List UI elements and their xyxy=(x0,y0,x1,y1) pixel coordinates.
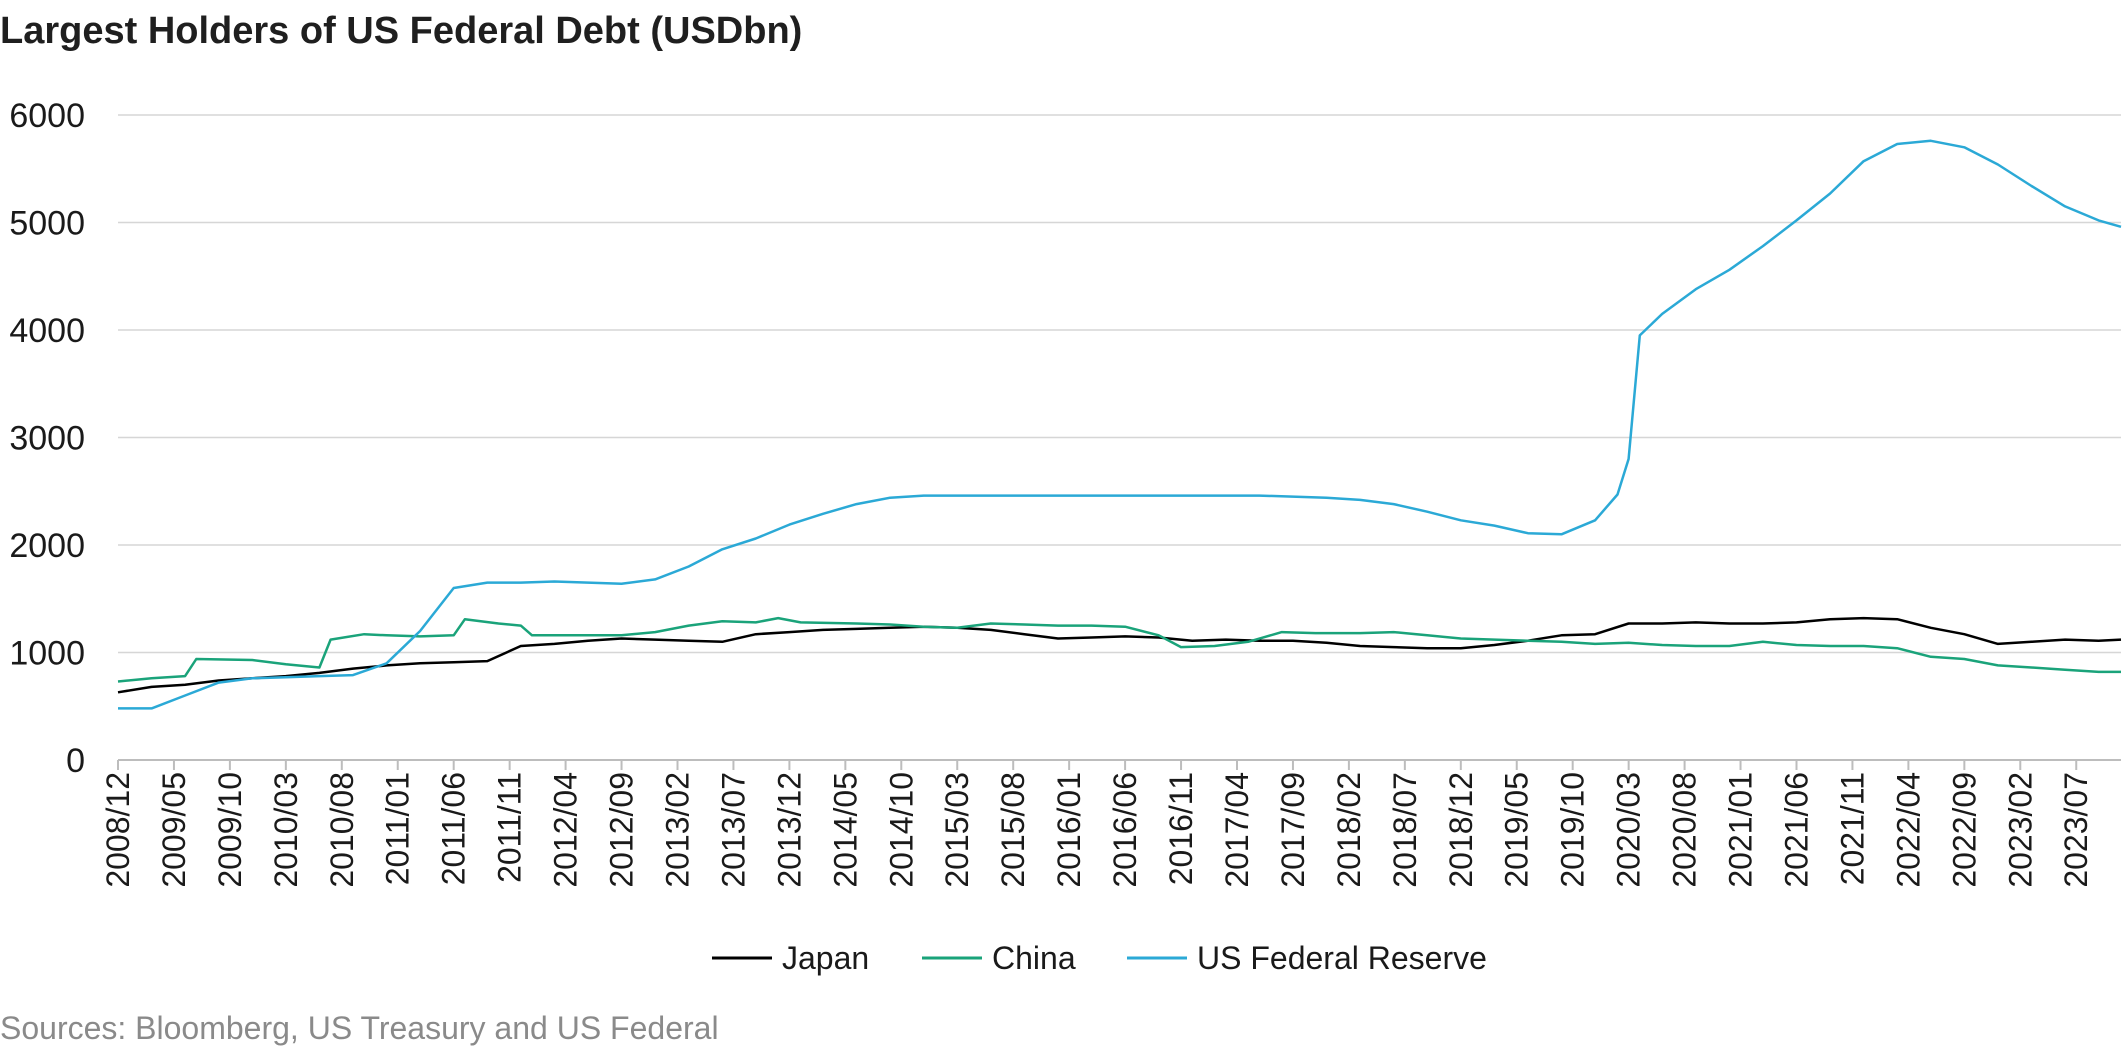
x-tick-label: 2016/06 xyxy=(1107,772,1143,888)
source-note: Sources: Bloomberg, US Treasury and US F… xyxy=(0,1010,719,1046)
x-tick-label: 2013/12 xyxy=(771,772,807,888)
x-tick-label: 2020/03 xyxy=(1611,772,1647,888)
y-tick-label: 6000 xyxy=(9,97,85,135)
x-tick-label: 2021/06 xyxy=(1778,772,1814,888)
series-lines xyxy=(117,139,2122,710)
x-tick-label: 2014/10 xyxy=(883,772,919,888)
x-tick-label: 2014/05 xyxy=(827,772,863,888)
x-tick-label: 2017/09 xyxy=(1275,772,1311,888)
x-tick-label: 2011/01 xyxy=(380,772,416,885)
y-tick-label: 3000 xyxy=(9,420,85,458)
gridlines xyxy=(118,114,2121,654)
x-tick-label: 2015/03 xyxy=(939,772,975,888)
x-tick-label: 2018/12 xyxy=(1443,772,1479,888)
x-tick-label: 2019/05 xyxy=(1499,772,1535,888)
x-tick-label: 2010/08 xyxy=(324,772,360,888)
x-tick-label: 2011/06 xyxy=(436,772,472,885)
x-tick-label: 2012/09 xyxy=(604,772,640,888)
x-tick-label: 2009/10 xyxy=(212,772,248,888)
x-tick-label: 2008/12 xyxy=(100,772,136,888)
x-tick-label: 2016/01 xyxy=(1051,772,1087,888)
x-tick-label: 2013/02 xyxy=(659,772,695,888)
legend-label: China xyxy=(992,940,1076,976)
x-tick-label: 2020/08 xyxy=(1667,772,1703,888)
y-tick-label: 0 xyxy=(66,742,85,780)
legend: Japan China US Federal Reserve xyxy=(712,940,1487,976)
x-tick-label: 2019/10 xyxy=(1555,772,1591,888)
x-tick-label: 2009/05 xyxy=(156,772,192,888)
x-tick-label: 2017/04 xyxy=(1219,772,1255,888)
series-line-china xyxy=(117,616,2121,683)
legend-label: Japan xyxy=(782,940,869,976)
x-tick-label: 2010/03 xyxy=(268,772,304,888)
series-line-japan xyxy=(117,616,2122,694)
y-axis: 0 1000 2000 3000 4000 5000 6000 xyxy=(9,97,85,780)
x-tick-label: 2023/07 xyxy=(2058,772,2094,888)
y-tick-label: 1000 xyxy=(9,635,85,673)
x-tick-label: 2022/04 xyxy=(1890,772,1926,888)
x-tick-label: 2015/08 xyxy=(995,772,1031,888)
x-tick-label: 2013/07 xyxy=(715,772,751,888)
y-tick-label: 5000 xyxy=(9,205,85,243)
x-tick-label: 2021/01 xyxy=(1723,772,1759,888)
x-tick-label: 2011/11 xyxy=(492,772,528,883)
y-tick-label: 4000 xyxy=(9,312,85,350)
legend-label: US Federal Reserve xyxy=(1197,940,1487,976)
x-tick-label: 2023/02 xyxy=(2002,772,2038,888)
x-tick-label: 2022/09 xyxy=(1946,772,1982,888)
x-tick-label: 2012/04 xyxy=(548,772,584,888)
x-axis: 2008/12 2009/05 2009/10 2010/03 2010/08 2011/… xyxy=(100,759,2121,888)
x-tick-label: 2018/02 xyxy=(1331,772,1367,888)
chart-title: Largest Holders of US Federal Debt (USDb… xyxy=(0,10,803,52)
x-tick-label: 2021/11 xyxy=(1834,772,1870,885)
x-tick-label: 2016/11 xyxy=(1163,772,1199,885)
x-tick-label: 2018/07 xyxy=(1387,772,1423,888)
y-tick-label: 2000 xyxy=(9,527,85,565)
series-line-us-federal-reserve xyxy=(118,139,2122,710)
